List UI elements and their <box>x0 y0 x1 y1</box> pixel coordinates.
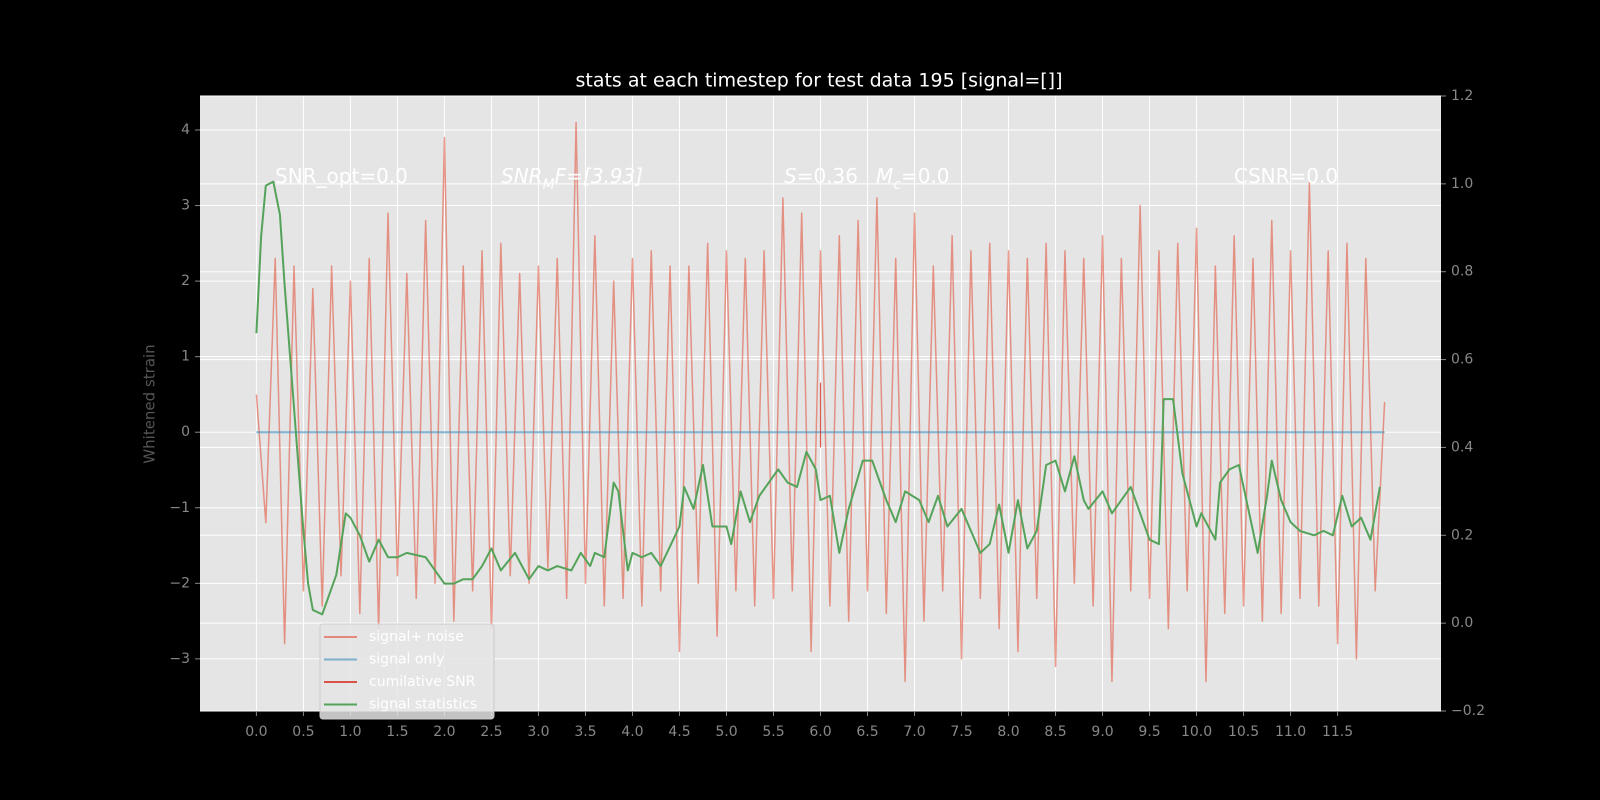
annotation-part: M <box>543 177 555 193</box>
annotation: SNRMF=[3.93] <box>501 164 643 194</box>
annotation: S=0.36 <box>784 164 858 188</box>
y-tick-label: −2 <box>169 575 190 591</box>
x-tick-label: 6.0 <box>809 724 831 740</box>
series-line <box>255 180 1381 616</box>
annotation-part: c <box>893 177 901 193</box>
annotation-part: F=[3.93] <box>555 164 643 188</box>
y-axis-label: Whitened strain <box>141 344 159 463</box>
y-tick-label: −1 <box>169 500 190 516</box>
x-tick-label: 9.5 <box>1138 724 1160 740</box>
x-tick-label: 5.5 <box>762 724 784 740</box>
legend-label: signal statistics <box>369 697 477 713</box>
x-tick-label: 1.0 <box>339 724 361 740</box>
x-tick-label: 7.5 <box>950 724 972 740</box>
x-tick-label: 8.0 <box>997 724 1019 740</box>
x-tick-label: 0.0 <box>245 724 267 740</box>
y2-tick-label: 1.0 <box>1451 176 1473 192</box>
x-tick-label: 5.0 <box>715 724 737 740</box>
x-tick-label: 3.5 <box>574 724 596 740</box>
y2-tick-label: −0.2 <box>1451 703 1485 719</box>
y-tick-label: 4 <box>181 122 190 138</box>
annotation: SNR_opt=0.0 <box>275 164 408 188</box>
x-tick-label: 4.5 <box>668 724 690 740</box>
y2-tick-label: 0.0 <box>1451 615 1473 631</box>
y2-tick-label: 0.8 <box>1451 264 1473 280</box>
annotation: CSNR=0.0 <box>1234 164 1338 188</box>
legend-box <box>319 623 495 720</box>
annotation-part: SNR_opt=0.0 <box>275 164 408 188</box>
chart-title: stats at each timestep for test data 195… <box>575 70 1062 92</box>
y-tick-label: 2 <box>181 273 190 289</box>
y2-tick-label: 1.2 <box>1451 88 1473 104</box>
y2-tick-label: 0.4 <box>1451 439 1473 455</box>
x-tick-label: 10.0 <box>1181 724 1212 740</box>
annotation-part: M <box>876 164 893 188</box>
annotation-part: SNR <box>501 164 543 188</box>
x-tick-label: 9.0 <box>1091 724 1113 740</box>
x-tick-label: 2.0 <box>433 724 455 740</box>
y-tick-label: 3 <box>181 198 190 214</box>
x-tick-label: 7.0 <box>903 724 925 740</box>
y2-tick-label: 0.6 <box>1451 352 1473 368</box>
series-line <box>255 121 1386 683</box>
y-tick-label: 0 <box>181 424 190 440</box>
x-tick-label: 1.5 <box>386 724 408 740</box>
x-tick-label: 11.0 <box>1275 724 1306 740</box>
annotation: Mc=0.0 <box>876 164 950 194</box>
grid <box>200 95 1441 712</box>
x-tick-label: 6.5 <box>856 724 878 740</box>
x-tick-label: 11.5 <box>1322 724 1353 740</box>
x-tick-label: 4.0 <box>621 724 643 740</box>
x-tick-label: 2.5 <box>480 724 502 740</box>
y-tick-label: 1 <box>181 349 190 365</box>
legend-label: cumilative SNR <box>369 674 476 690</box>
legend-label: signal only <box>369 652 444 668</box>
x-tick-label: 0.5 <box>292 724 314 740</box>
y2-tick-label: 0.2 <box>1451 527 1473 543</box>
annotation-part: =0.36 <box>797 164 858 188</box>
x-tick-label: 10.5 <box>1228 724 1259 740</box>
annotation-part: S <box>784 164 797 188</box>
annotation-part: CSNR=0.0 <box>1234 164 1338 188</box>
y-tick-label: −3 <box>169 651 190 667</box>
legend-label: signal+ noise <box>369 629 464 645</box>
x-tick-label: 8.5 <box>1044 724 1066 740</box>
x-tick-label: 3.0 <box>527 724 549 740</box>
annotation-part: =0.0 <box>901 164 950 188</box>
